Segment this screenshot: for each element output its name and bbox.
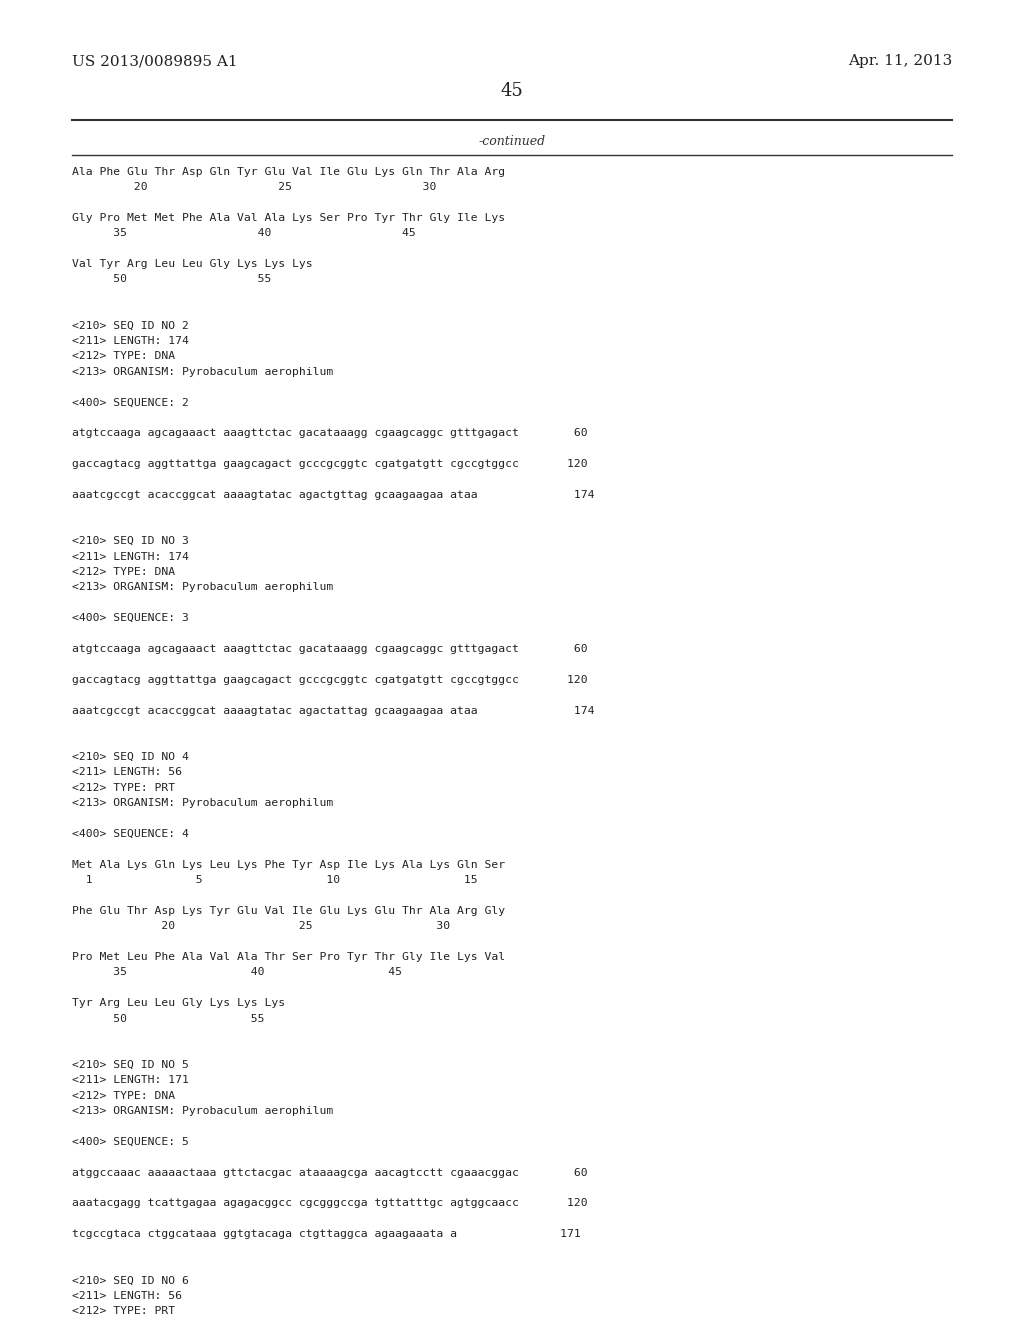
Text: tcgccgtaca ctggcataaa ggtgtacaga ctgttaggca agaagaaata a               171: tcgccgtaca ctggcataaa ggtgtacaga ctgttag… xyxy=(72,1229,581,1239)
Text: atggccaaac aaaaactaaa gttctacgac ataaaagcga aacagtcctt cgaaacggac        60: atggccaaac aaaaactaaa gttctacgac ataaaag… xyxy=(72,1168,588,1177)
Text: <211> LENGTH: 174: <211> LENGTH: 174 xyxy=(72,552,188,561)
Text: <400> SEQUENCE: 5: <400> SEQUENCE: 5 xyxy=(72,1137,188,1147)
Text: <212> TYPE: DNA: <212> TYPE: DNA xyxy=(72,568,175,577)
Text: <211> LENGTH: 56: <211> LENGTH: 56 xyxy=(72,767,181,777)
Text: 35                  40                  45: 35 40 45 xyxy=(72,968,401,977)
Text: Pro Met Leu Phe Ala Val Ala Thr Ser Pro Tyr Thr Gly Ile Lys Val: Pro Met Leu Phe Ala Val Ala Thr Ser Pro … xyxy=(72,952,505,962)
Text: Apr. 11, 2013: Apr. 11, 2013 xyxy=(848,54,952,69)
Text: <400> SEQUENCE: 3: <400> SEQUENCE: 3 xyxy=(72,614,188,623)
Text: <210> SEQ ID NO 5: <210> SEQ ID NO 5 xyxy=(72,1060,188,1069)
Text: <212> TYPE: PRT: <212> TYPE: PRT xyxy=(72,783,175,792)
Text: <211> LENGTH: 56: <211> LENGTH: 56 xyxy=(72,1291,181,1300)
Text: <210> SEQ ID NO 3: <210> SEQ ID NO 3 xyxy=(72,536,188,546)
Text: <211> LENGTH: 171: <211> LENGTH: 171 xyxy=(72,1076,188,1085)
Text: atgtccaaga agcagaaact aaagttctac gacataaagg cgaagcaggc gtttgagact        60: atgtccaaga agcagaaact aaagttctac gacataa… xyxy=(72,644,588,653)
Text: Gly Pro Met Met Phe Ala Val Ala Lys Ser Pro Tyr Thr Gly Ile Lys: Gly Pro Met Met Phe Ala Val Ala Lys Ser … xyxy=(72,213,505,223)
Text: <212> TYPE: DNA: <212> TYPE: DNA xyxy=(72,1090,175,1101)
Text: Met Ala Lys Gln Lys Leu Lys Phe Tyr Asp Ile Lys Ala Lys Gln Ser: Met Ala Lys Gln Lys Leu Lys Phe Tyr Asp … xyxy=(72,859,505,870)
Text: 20                   25                   30: 20 25 30 xyxy=(72,182,436,191)
Text: <210> SEQ ID NO 4: <210> SEQ ID NO 4 xyxy=(72,752,188,762)
Text: 1               5                  10                  15: 1 5 10 15 xyxy=(72,875,477,884)
Text: Ala Phe Glu Thr Asp Gln Tyr Glu Val Ile Glu Lys Gln Thr Ala Arg: Ala Phe Glu Thr Asp Gln Tyr Glu Val Ile … xyxy=(72,166,505,177)
Text: <213> ORGANISM: Pyrobaculum aerophilum: <213> ORGANISM: Pyrobaculum aerophilum xyxy=(72,582,333,593)
Text: <213> ORGANISM: Pyrobaculum aerophilum: <213> ORGANISM: Pyrobaculum aerophilum xyxy=(72,799,333,808)
Text: Val Tyr Arg Leu Leu Gly Lys Lys Lys: Val Tyr Arg Leu Leu Gly Lys Lys Lys xyxy=(72,259,312,269)
Text: <211> LENGTH: 174: <211> LENGTH: 174 xyxy=(72,337,188,346)
Text: atgtccaaga agcagaaact aaagttctac gacataaagg cgaagcaggc gtttgagact        60: atgtccaaga agcagaaact aaagttctac gacataa… xyxy=(72,429,588,438)
Text: aaatcgccgt acaccggcat aaaagtatac agactgttag gcaagaagaa ataa              174: aaatcgccgt acaccggcat aaaagtatac agactgt… xyxy=(72,490,594,500)
Text: <210> SEQ ID NO 2: <210> SEQ ID NO 2 xyxy=(72,321,188,330)
Text: Phe Glu Thr Asp Lys Tyr Glu Val Ile Glu Lys Glu Thr Ala Arg Gly: Phe Glu Thr Asp Lys Tyr Glu Val Ile Glu … xyxy=(72,906,505,916)
Text: <213> ORGANISM: Pyrobaculum aerophilum: <213> ORGANISM: Pyrobaculum aerophilum xyxy=(72,367,333,376)
Text: <212> TYPE: DNA: <212> TYPE: DNA xyxy=(72,351,175,362)
Text: gaccagtacg aggttattga gaagcagact gcccgcggtc cgatgatgtt cgccgtggcc       120: gaccagtacg aggttattga gaagcagact gcccgcg… xyxy=(72,459,588,469)
Text: 50                  55: 50 55 xyxy=(72,1014,264,1023)
Text: -continued: -continued xyxy=(478,135,546,148)
Text: <213> ORGANISM: Pyrobaculum aerophilum: <213> ORGANISM: Pyrobaculum aerophilum xyxy=(72,1106,333,1115)
Text: aaatcgccgt acaccggcat aaaagtatac agactattag gcaagaagaa ataa              174: aaatcgccgt acaccggcat aaaagtatac agactat… xyxy=(72,706,594,715)
Text: <400> SEQUENCE: 4: <400> SEQUENCE: 4 xyxy=(72,829,188,838)
Text: aaatacgagg tcattgagaa agagacggcc cgcgggccga tgttatttgc agtggcaacc       120: aaatacgagg tcattgagaa agagacggcc cgcgggc… xyxy=(72,1199,588,1208)
Text: US 2013/0089895 A1: US 2013/0089895 A1 xyxy=(72,54,238,69)
Text: gaccagtacg aggttattga gaagcagact gcccgcggtc cgatgatgtt cgccgtggcc       120: gaccagtacg aggttattga gaagcagact gcccgcg… xyxy=(72,675,588,685)
Text: <212> TYPE: PRT: <212> TYPE: PRT xyxy=(72,1307,175,1316)
Text: Tyr Arg Leu Leu Gly Lys Lys Lys: Tyr Arg Leu Leu Gly Lys Lys Lys xyxy=(72,998,285,1008)
Text: <400> SEQUENCE: 2: <400> SEQUENCE: 2 xyxy=(72,397,188,408)
Text: 35                   40                   45: 35 40 45 xyxy=(72,228,416,238)
Text: 20                  25                  30: 20 25 30 xyxy=(72,921,450,931)
Text: 45: 45 xyxy=(501,82,523,100)
Text: 50                   55: 50 55 xyxy=(72,275,271,284)
Text: <210> SEQ ID NO 6: <210> SEQ ID NO 6 xyxy=(72,1275,188,1286)
